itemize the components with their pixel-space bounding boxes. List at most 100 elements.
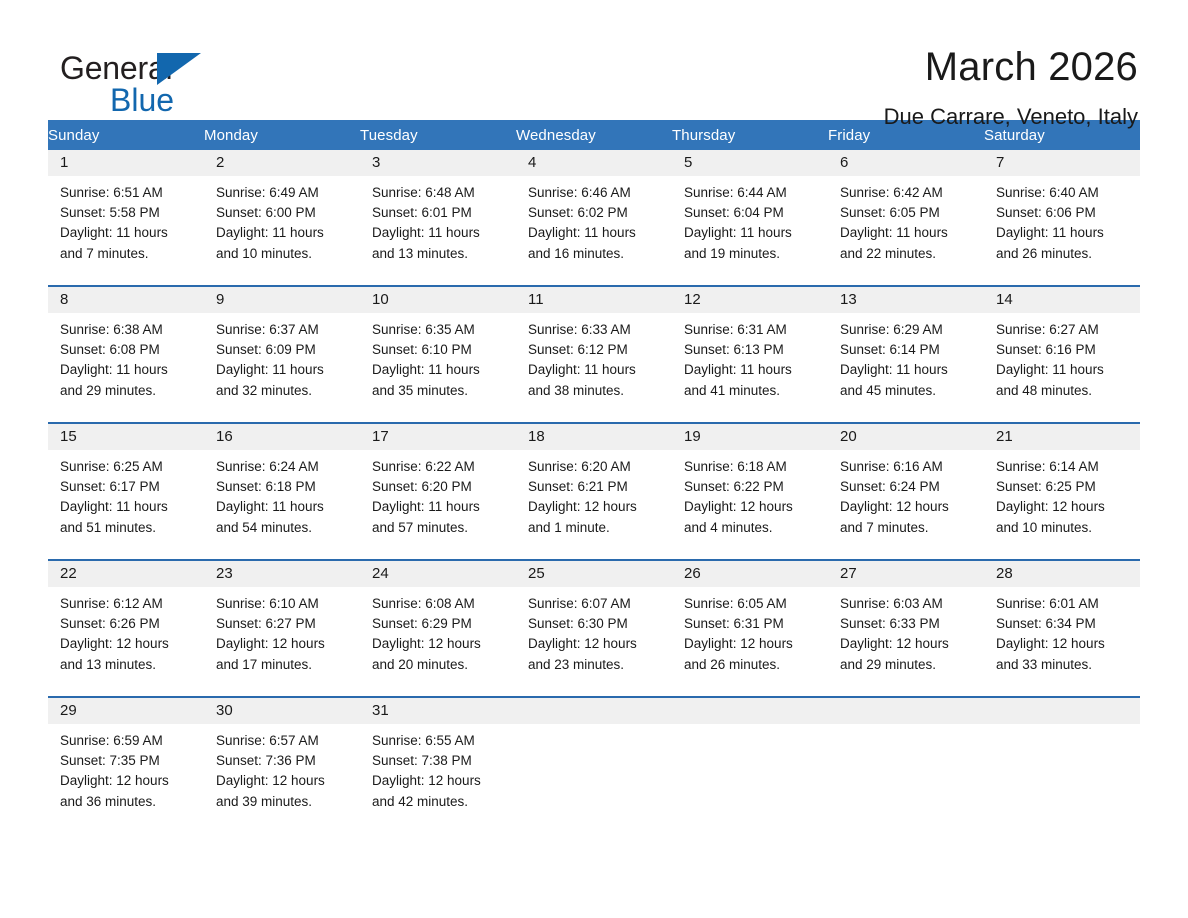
day-number: 24 — [360, 561, 516, 587]
day-details: Sunrise: 6:22 AM Sunset: 6:20 PM Daylight:… — [360, 450, 516, 538]
page-title: March 2026 — [924, 45, 1138, 89]
sunrise-text: Sunrise: 6:33 AM — [528, 322, 631, 337]
sunset-text: Sunset: 6:34 PM — [996, 616, 1096, 632]
sunset-text: Sunset: 6:02 PM — [528, 205, 628, 221]
sunset-text: Sunset: 6:16 PM — [996, 342, 1096, 358]
page-subtitle: Due Carrare, Veneto, Italy — [883, 104, 1138, 129]
sunset-text: Sunset: 6:14 PM — [840, 342, 940, 358]
day-cell[interactable]: 27 Sunrise: 6:03 AM Sunset: 6:33 PM Dayligh… — [828, 559, 984, 697]
sunrise-text: Sunrise: 6:12 AM — [60, 596, 163, 611]
day-details: Sunrise: 6:08 AM Sunset: 6:29 PM Daylight:… — [360, 587, 516, 675]
day-number: 23 — [204, 561, 360, 587]
daylight-text-line2: and 29 minutes. — [840, 656, 937, 672]
day-cell[interactable]: 23 Sunrise: 6:10 AM Sunset: 6:27 PM Dayligh… — [204, 559, 360, 697]
daylight-text-line1: Daylight: 12 hours — [60, 773, 169, 789]
daylight-text-line1: Daylight: 11 hours — [528, 362, 636, 378]
day-cell[interactable]: 2 Sunrise: 6:49 AM Sunset: 6:00 PM Daylight… — [204, 150, 360, 286]
day-cell[interactable]: 15 Sunrise: 6:25 AM Sunset: 6:17 PM Dayligh… — [48, 422, 204, 560]
logo-text-blue: Blue — [110, 82, 175, 118]
daylight-text-line2: and 7 minutes. — [60, 245, 149, 261]
weekday-header-sunday: Sunday — [48, 120, 204, 150]
day-cell[interactable]: 20 Sunrise: 6:16 AM Sunset: 6:24 PM Dayligh… — [828, 422, 984, 560]
daylight-text-line2: and 45 minutes. — [840, 382, 937, 398]
sunrise-text: Sunrise: 6:14 AM — [996, 459, 1099, 474]
day-cell[interactable]: 18 Sunrise: 6:20 AM Sunset: 6:21 PM Dayligh… — [516, 422, 672, 560]
daylight-text-line1: Daylight: 12 hours — [996, 499, 1105, 515]
day-cell[interactable]: 29 Sunrise: 6:59 AM Sunset: 7:35 PM Dayligh… — [48, 696, 204, 833]
weekday-header-thursday: Thursday — [672, 120, 828, 150]
day-cell[interactable]: 12 Sunrise: 6:31 AM Sunset: 6:13 PM Dayligh… — [672, 285, 828, 423]
day-details: Sunrise: 6:33 AM Sunset: 6:12 PM Daylight:… — [516, 313, 672, 401]
day-cell[interactable]: 13 Sunrise: 6:29 AM Sunset: 6:14 PM Dayligh… — [828, 285, 984, 423]
day-number — [828, 698, 984, 724]
day-cell[interactable]: 6 Sunrise: 6:42 AM Sunset: 6:05 PM Daylight… — [828, 150, 984, 286]
sunset-text: Sunset: 6:10 PM — [372, 342, 472, 358]
daylight-text-line2: and 19 minutes. — [684, 245, 781, 261]
day-cell[interactable]: 3 Sunrise: 6:48 AM Sunset: 6:01 PM Daylight… — [360, 150, 516, 286]
daylight-text-line1: Daylight: 12 hours — [60, 636, 169, 652]
day-details: Sunrise: 6:27 AM Sunset: 6:16 PM Daylight:… — [984, 313, 1140, 401]
day-cell[interactable]: 31 Sunrise: 6:55 AM Sunset: 7:38 PM Dayligh… — [360, 696, 516, 833]
day-cell[interactable]: 10 Sunrise: 6:35 AM Sunset: 6:10 PM Dayligh… — [360, 285, 516, 423]
sunset-text: Sunset: 6:27 PM — [216, 616, 316, 632]
sunset-text: Sunset: 7:35 PM — [60, 753, 160, 769]
day-number — [672, 698, 828, 724]
day-cell[interactable]: 19 Sunrise: 6:18 AM Sunset: 6:22 PM Dayligh… — [672, 422, 828, 560]
daylight-text-line2: and 41 minutes. — [684, 382, 781, 398]
day-cell[interactable]: 16 Sunrise: 6:24 AM Sunset: 6:18 PM Dayligh… — [204, 422, 360, 560]
week-row: 29 Sunrise: 6:59 AM Sunset: 7:35 PM Dayligh… — [48, 696, 1140, 833]
weekday-header-saturday: Saturday — [984, 120, 1140, 150]
day-number: 8 — [48, 287, 204, 313]
sunset-text: Sunset: 6:12 PM — [528, 342, 628, 358]
day-cell[interactable]: 5 Sunrise: 6:44 AM Sunset: 6:04 PM Daylight… — [672, 150, 828, 286]
day-cell[interactable]: 17 Sunrise: 6:22 AM Sunset: 6:20 PM Dayligh… — [360, 422, 516, 560]
day-number: 18 — [516, 424, 672, 450]
daylight-text-line1: Daylight: 11 hours — [60, 362, 168, 378]
day-cell[interactable]: 25 Sunrise: 6:07 AM Sunset: 6:30 PM Dayligh… — [516, 559, 672, 697]
day-cell[interactable]: 30 Sunrise: 6:57 AM Sunset: 7:36 PM Dayligh… — [204, 696, 360, 833]
day-cell[interactable]: 11 Sunrise: 6:33 AM Sunset: 6:12 PM Dayligh… — [516, 285, 672, 423]
daylight-text-line1: Daylight: 11 hours — [60, 225, 168, 241]
daylight-text-line2: and 51 minutes. — [60, 519, 157, 535]
sunrise-text: Sunrise: 6:38 AM — [60, 322, 163, 337]
day-cell[interactable]: 4 Sunrise: 6:46 AM Sunset: 6:02 PM Daylight… — [516, 150, 672, 286]
day-details: Sunrise: 6:57 AM Sunset: 7:36 PM Daylight:… — [204, 724, 360, 812]
daylight-text-line2: and 13 minutes. — [372, 245, 469, 261]
daylight-text-line1: Daylight: 11 hours — [528, 225, 636, 241]
day-details: Sunrise: 6:40 AM Sunset: 6:06 PM Daylight:… — [984, 176, 1140, 264]
weekday-header-wednesday: Wednesday — [516, 120, 672, 150]
day-cell[interactable]: 9 Sunrise: 6:37 AM Sunset: 6:09 PM Daylight… — [204, 285, 360, 423]
blue-triangle-icon — [157, 53, 201, 85]
week-row: 1 Sunrise: 6:51 AM Sunset: 5:58 PM Daylight… — [48, 150, 1140, 286]
day-cell[interactable]: 14 Sunrise: 6:27 AM Sunset: 6:16 PM Dayligh… — [984, 285, 1140, 423]
sunset-text: Sunset: 6:09 PM — [216, 342, 316, 358]
daylight-text-line1: Daylight: 11 hours — [372, 225, 480, 241]
sunset-text: Sunset: 6:33 PM — [840, 616, 940, 632]
day-cell[interactable]: 28 Sunrise: 6:01 AM Sunset: 6:34 PM Dayligh… — [984, 559, 1140, 697]
sunset-text: Sunset: 6:13 PM — [684, 342, 784, 358]
sunrise-text: Sunrise: 6:51 AM — [60, 185, 163, 200]
day-cell[interactable]: 7 Sunrise: 6:40 AM Sunset: 6:06 PM Daylight… — [984, 150, 1140, 286]
daylight-text-line1: Daylight: 11 hours — [996, 362, 1104, 378]
day-details: Sunrise: 6:12 AM Sunset: 6:26 PM Daylight:… — [48, 587, 204, 675]
day-cell-empty — [516, 696, 672, 833]
daylight-text-line2: and 42 minutes. — [372, 793, 469, 809]
day-cell[interactable]: 24 Sunrise: 6:08 AM Sunset: 6:29 PM Dayligh… — [360, 559, 516, 697]
sunrise-text: Sunrise: 6:46 AM — [528, 185, 631, 200]
daylight-text-line2: and 36 minutes. — [60, 793, 157, 809]
day-cell-empty — [828, 696, 984, 833]
day-number: 1 — [48, 150, 204, 176]
daylight-text-line2: and 39 minutes. — [216, 793, 313, 809]
day-cell[interactable]: 1 Sunrise: 6:51 AM Sunset: 5:58 PM Daylight… — [48, 150, 204, 286]
day-cell[interactable]: 22 Sunrise: 6:12 AM Sunset: 6:26 PM Dayligh… — [48, 559, 204, 697]
day-number: 27 — [828, 561, 984, 587]
daylight-text-line1: Daylight: 11 hours — [684, 362, 792, 378]
day-cell[interactable]: 26 Sunrise: 6:05 AM Sunset: 6:31 PM Dayligh… — [672, 559, 828, 697]
daylight-text-line1: Daylight: 11 hours — [996, 225, 1104, 241]
day-number — [516, 698, 672, 724]
day-cell[interactable]: 21 Sunrise: 6:14 AM Sunset: 6:25 PM Dayligh… — [984, 422, 1140, 560]
day-number: 7 — [984, 150, 1140, 176]
day-cell[interactable]: 8 Sunrise: 6:38 AM Sunset: 6:08 PM Daylight… — [48, 285, 204, 423]
sunrise-text: Sunrise: 6:08 AM — [372, 596, 475, 611]
